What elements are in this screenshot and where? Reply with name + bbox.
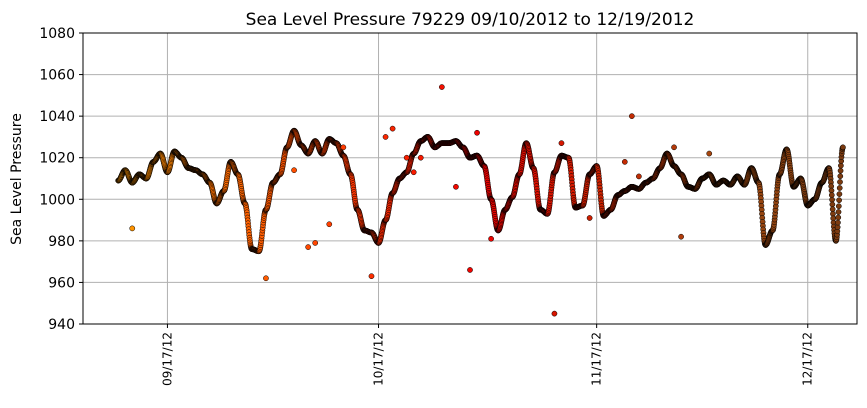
outlier-point (467, 267, 473, 273)
outlier-point (389, 125, 396, 132)
data-point (828, 192, 835, 198)
outlier-point (558, 140, 565, 147)
data-point (835, 203, 842, 210)
outlier-point (326, 221, 333, 228)
x-tick-label: 11/17/12 (590, 332, 604, 386)
outlier-point (403, 154, 410, 161)
y-tick-label: 1080 (39, 26, 75, 42)
outlier-point (439, 84, 445, 90)
data-point (837, 179, 843, 185)
data-point (836, 185, 843, 191)
data-point (835, 219, 841, 226)
y-tick-label: 940 (48, 317, 75, 333)
y-tick-label: 1020 (39, 151, 75, 167)
x-tick-label: 09/17/12 (160, 332, 174, 386)
x-tick-label: 12/17/12 (801, 332, 815, 386)
data-point (835, 214, 842, 221)
y-axis-ticks: 940 960 980 1000 1020 1040 1060 1080 (39, 26, 83, 333)
outlier-point (340, 144, 347, 151)
data-points (115, 84, 846, 317)
outlier-point (417, 154, 424, 161)
data-point (829, 201, 836, 208)
outlier-point (410, 169, 417, 176)
outlier-point (621, 159, 628, 165)
x-axis-ticks: 09/17/12 10/17/12 11/17/12 12/17/12 (160, 324, 815, 386)
outlier-point (628, 113, 635, 119)
outlier-point (636, 173, 642, 180)
outlier-point (551, 310, 558, 317)
outlier-point (382, 134, 389, 140)
y-tick-label: 980 (48, 234, 75, 250)
outlier-point (291, 167, 297, 174)
outlier-point (129, 225, 136, 232)
y-axis-label: Sea Level Pressure (9, 113, 25, 245)
outlier-point (368, 273, 375, 280)
x-tick-label: 10/17/12 (372, 332, 386, 386)
outlier-point (263, 275, 269, 282)
data-point (840, 144, 846, 151)
outlier-point (671, 144, 677, 151)
data-point (837, 173, 844, 180)
outlier-point (586, 215, 593, 221)
outlier-point (453, 183, 459, 190)
data-point (836, 191, 843, 197)
y-tick-label: 1040 (39, 109, 75, 125)
plot-area-frame (82, 32, 858, 325)
y-tick-label: 1060 (39, 68, 75, 84)
outlier-point (312, 240, 319, 246)
y-tick-label: 1000 (39, 192, 75, 208)
y-tick-label: 960 (48, 275, 75, 291)
data-point (829, 206, 836, 213)
data-point (836, 197, 842, 204)
outlier-point (706, 150, 713, 157)
chart-title: Sea Level Pressure 79229 09/10/2012 to 1… (246, 10, 695, 30)
outlier-point (305, 244, 312, 250)
outlier-point (488, 235, 494, 242)
outlier-point (474, 129, 480, 136)
data-point (837, 167, 844, 174)
outlier-point (678, 233, 684, 240)
data-point (829, 196, 835, 203)
data-point (835, 209, 842, 215)
